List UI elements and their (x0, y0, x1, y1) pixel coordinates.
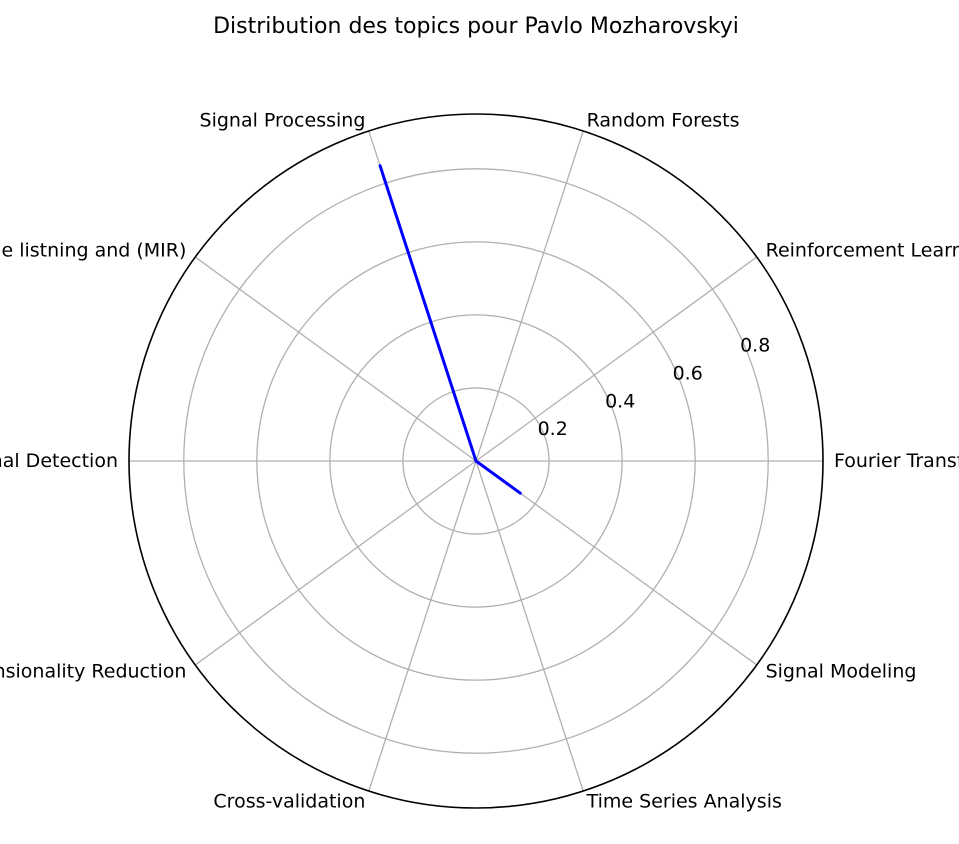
polar-frame (128, 113, 824, 809)
category-label: Signal Modeling (766, 660, 917, 682)
grid-spoke (475, 460, 584, 792)
category-label: Random Forests (587, 110, 740, 132)
grid-layer (128, 113, 824, 809)
series-layer (378, 164, 522, 495)
grid-spoke (194, 460, 477, 666)
grid-spoke (368, 460, 477, 792)
grid-spoke (194, 256, 477, 462)
grid-spoke (475, 130, 584, 462)
series-line (378, 164, 522, 495)
radial-tick-label: 0.8 (740, 334, 770, 356)
category-labels: Fourier Transform Reinforcement Learning R… (0, 110, 959, 813)
radial-tick-label: 0.4 (605, 390, 635, 412)
category-label: Fourier Transform (834, 450, 959, 472)
category-label: Cross-validation (213, 791, 365, 813)
category-label: Signal Processing (200, 110, 366, 132)
grid-spoke (475, 460, 758, 666)
radial-tick-label: 0.2 (538, 418, 568, 440)
grid-spoke (475, 256, 758, 462)
category-label: Reinforcement Learning (766, 240, 959, 262)
radial-tick-labels: 0.2 0.4 0.6 0.8 (538, 334, 771, 440)
chart-title: Distribution des topics pour Pavlo Mozha… (213, 14, 739, 39)
category-label: Dimensionality Reduction (0, 660, 186, 682)
category-label: Signal Detection (0, 450, 118, 472)
radial-tick-label: 0.6 (673, 362, 703, 384)
category-label: Machine listning and (MIR) (0, 240, 186, 262)
category-label: Time Series Analysis (586, 791, 782, 813)
